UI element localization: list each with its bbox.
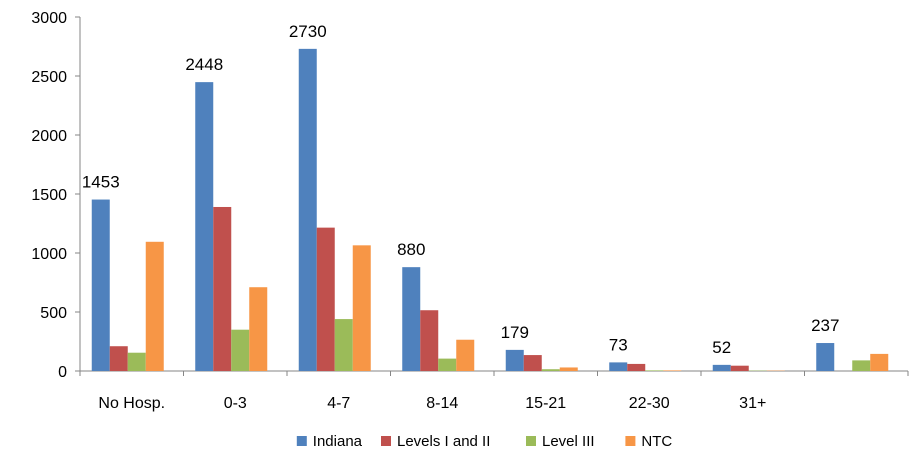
data-label: 2730 [289,22,327,41]
x-tick-label: 31+ [739,395,766,412]
bar-indiana-2 [298,48,317,372]
bar-indiana-1 [195,82,214,372]
bar-indiana-6 [712,364,731,371]
bar-ntc-0 [145,241,164,371]
data-label: 2448 [185,55,223,74]
data-label: 73 [609,335,628,354]
bar-indiana-5 [609,362,628,371]
legend-swatch [625,436,636,446]
bar-ntc-1 [249,287,268,371]
bar-level-iii-3 [438,358,457,371]
legend-swatch [381,436,391,446]
data-label: 237 [811,316,839,335]
bar-ntc-2 [352,245,371,371]
bar-levels-i-and-ii-1 [213,206,232,371]
bar-ntc-7 [870,353,889,371]
bars [91,48,889,372]
bar-indiana-0 [91,199,110,371]
bar-levels-i-and-ii-6 [730,365,749,371]
bar-ntc-5 [663,370,682,371]
data-label: 52 [712,338,731,357]
bar-levels-i-and-ii-2 [316,227,335,371]
bar-level-iii-0 [127,352,146,371]
data-label: 179 [501,323,529,342]
legend-label: Indiana [313,433,363,450]
bar-indiana-7 [816,343,835,371]
y-tick-label: 2000 [31,128,67,145]
bar-ntc-3 [456,339,475,371]
bar-levels-i-and-ii-4 [523,355,542,371]
x-axis: No Hosp. 0-3 4-7 8-14 15-21 22-30 31+ [79,370,909,412]
bar-levels-i-and-ii-0 [109,346,128,371]
y-tick-label: 500 [40,305,67,322]
bar-levels-i-and-ii-3 [420,310,439,371]
x-tick-label: No Hosp. [98,395,165,412]
bar-level-iii-2 [334,319,353,371]
y-tick-label: 1500 [31,187,67,204]
data-label: 880 [397,240,425,259]
data-label: 1453 [82,173,120,192]
x-tick-label: 22-30 [629,395,670,412]
x-tick-label: 15-21 [525,395,566,412]
bar-level-iii-5 [645,370,664,371]
x-tick-label: 4-7 [327,395,350,412]
y-tick-label: 0 [58,364,67,381]
bar-indiana-3 [402,267,421,371]
x-tick-label: 8-14 [426,395,458,412]
bar-indiana-4 [505,349,524,371]
x-tick-label: 0-3 [224,395,247,412]
data-labels: 1453 2448 2730 880 179 73 52 237 [82,22,840,357]
bar-level-iii-1 [231,329,250,371]
bar-level-iii-4 [541,369,560,371]
y-tick-label: 2500 [31,69,67,86]
y-tick-label: 1000 [31,246,67,263]
y-axis: 0 500 1000 1500 2000 2500 3000 [31,10,81,381]
y-tick-label: 3000 [31,10,67,27]
bar-levels-i-and-ii-5 [627,363,646,371]
bar-level-iii-7 [852,360,871,371]
legend-swatch [296,436,307,446]
legend-label: Levels I and II [397,433,490,450]
legend-label: Level III [542,433,595,450]
legend-swatch [526,436,536,446]
bar-ntc-4 [559,367,578,371]
legend: Indiana Levels I and II Level III NTC [296,433,672,450]
legend-label: NTC [641,433,672,450]
